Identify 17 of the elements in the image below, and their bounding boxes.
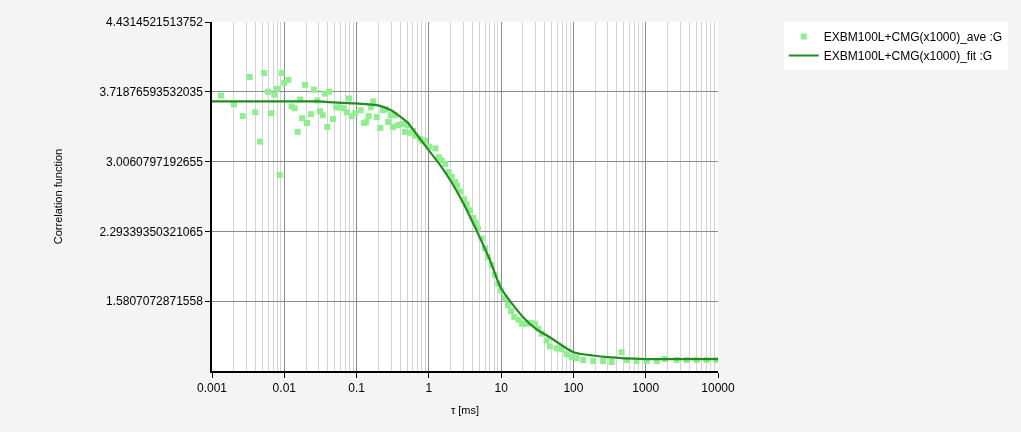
x-tick-label: 100 — [563, 381, 584, 396]
legend-label: EXBM100L+CMG(x1000)_fit :G — [823, 49, 993, 64]
y-tick-label: 4.4314521513752 — [106, 15, 204, 30]
x-tick-label: 0.001 — [196, 381, 228, 396]
x-tick-label: 10 — [494, 381, 509, 396]
y-tick-label: 3.0060797192655 — [106, 154, 204, 169]
x-tick-label: 0.1 — [348, 381, 366, 396]
y-tick-label: 3.71876593532035 — [99, 85, 204, 99]
y-tick-label: 2.29339350321065 — [99, 224, 204, 239]
legend-label: EXBM100L+CMG(x1000)_ave :G — [823, 30, 1003, 45]
y-axis-title: Correlation function — [51, 148, 64, 245]
x-axis-title: τ [ms] — [450, 403, 480, 416]
x-tick-label: 1 — [425, 381, 433, 396]
y-tick-label: 1.5807072871558 — [106, 294, 204, 309]
x-tick-label: 10000 — [701, 381, 736, 396]
x-tick-label: 1000 — [632, 381, 660, 396]
x-tick-label: 0.01 — [272, 381, 297, 396]
